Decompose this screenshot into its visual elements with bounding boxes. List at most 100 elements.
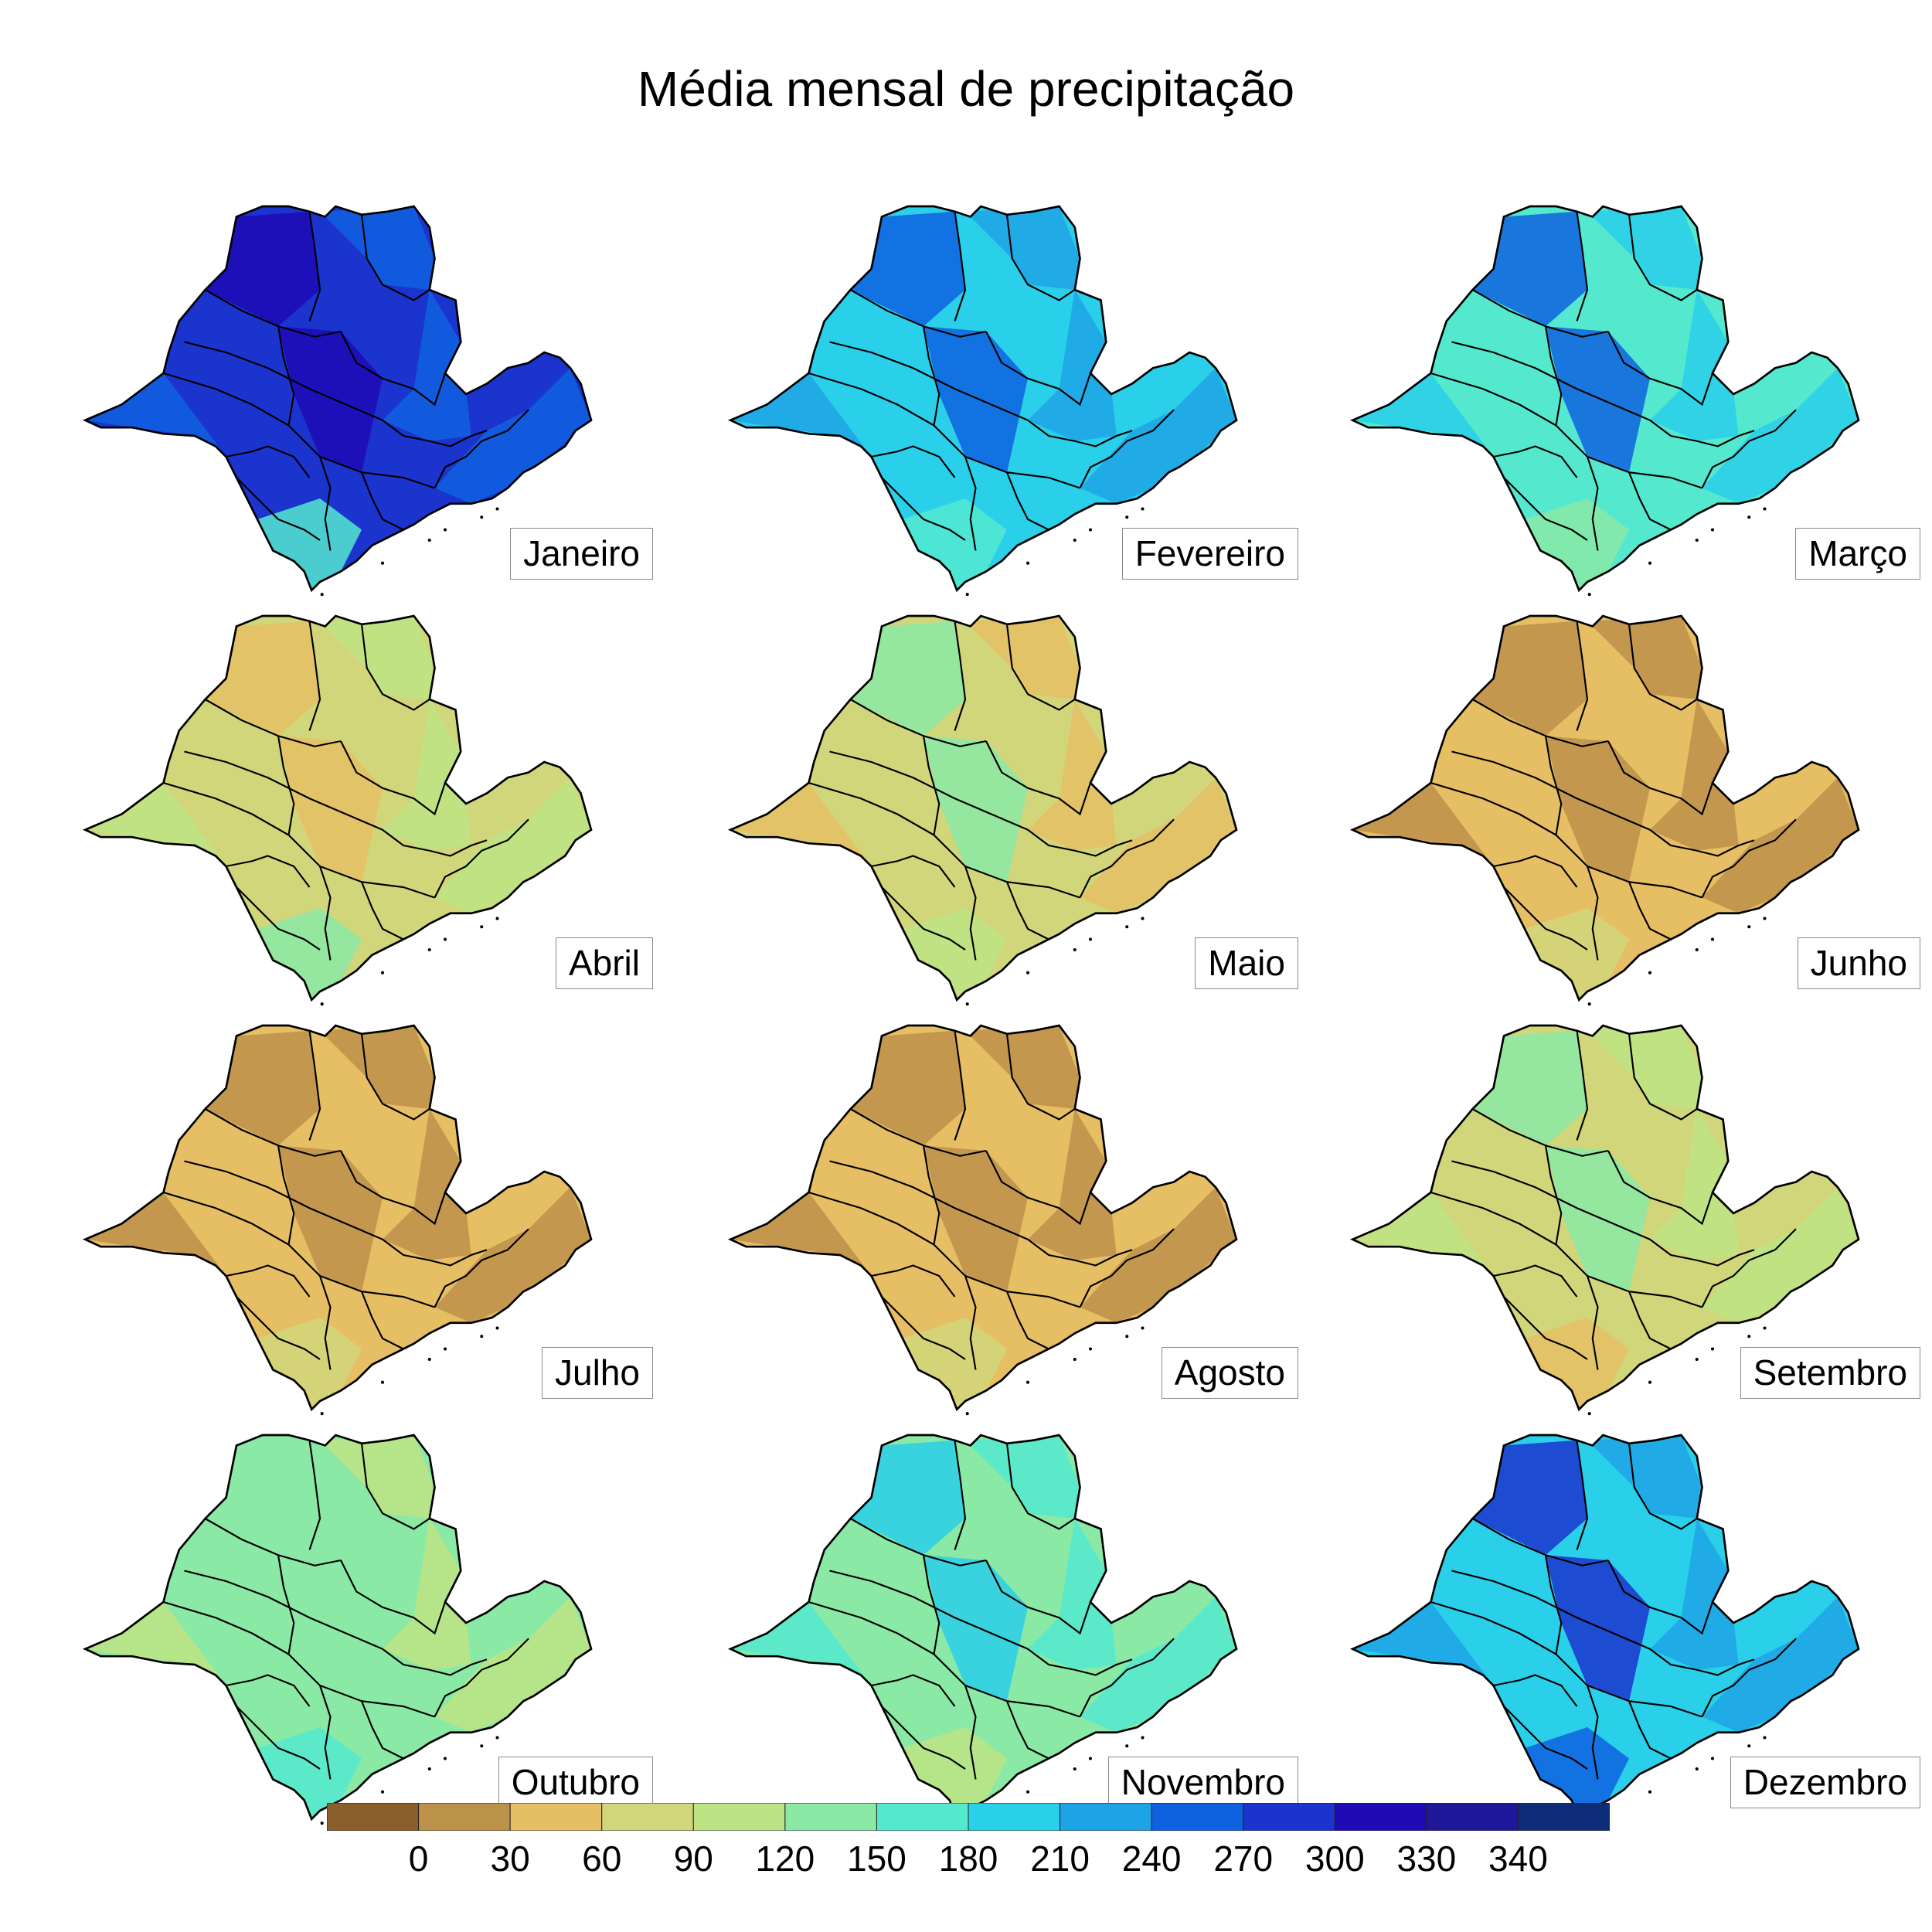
- precip-zone: [179, 1030, 320, 1146]
- precip-zone: [1650, 1519, 1739, 1670]
- region-boundary: [340, 331, 447, 406]
- precip-zone: [434, 1187, 591, 1323]
- region-boundary: [226, 1264, 311, 1298]
- region-boundary: [382, 419, 488, 447]
- colorbar-tick-label: 340: [1488, 1838, 1548, 1879]
- region-boundary: [360, 1443, 430, 1530]
- colorbar-tick-label: 150: [847, 1838, 906, 1879]
- colorbar-swatch: [327, 1803, 420, 1831]
- precip-zone: [1080, 1187, 1236, 1323]
- precip-zone: [1702, 1597, 1859, 1733]
- region-boundary: [236, 477, 321, 541]
- region-boundary: [340, 740, 447, 816]
- region-boundary: [340, 1560, 447, 1635]
- month-label: Fevereiro: [1121, 528, 1298, 580]
- island-mark: [1695, 538, 1699, 543]
- precip-zone: [1080, 368, 1236, 504]
- region-boundary: [1701, 409, 1797, 488]
- month-label: Outubro: [498, 1757, 653, 1808]
- region-boundary: [1649, 1238, 1755, 1267]
- precip-zone: [1446, 621, 1587, 736]
- region-boundary: [964, 1685, 977, 1780]
- state-map-group: [727, 205, 1238, 597]
- island-mark: [1747, 1335, 1751, 1338]
- state-map: [727, 205, 1238, 597]
- region-boundary: [1628, 624, 1698, 711]
- region-boundary: [382, 828, 488, 857]
- region-boundary: [881, 1296, 966, 1360]
- island-mark: [495, 1326, 499, 1330]
- region-boundary: [1079, 1228, 1175, 1308]
- region-boundary: [985, 1560, 1092, 1635]
- precip-zone: [383, 1109, 471, 1260]
- state-boundary: [82, 1024, 593, 1412]
- precip-zone: [320, 206, 435, 291]
- colorbar-swatch: [692, 1803, 786, 1831]
- region-boundary: [1701, 818, 1797, 898]
- region-boundary: [1544, 736, 1563, 835]
- region-boundary: [277, 326, 295, 426]
- island-mark: [1587, 1002, 1591, 1006]
- colorbar-tick-label: 270: [1213, 1838, 1274, 1879]
- region-boundary: [308, 1440, 321, 1550]
- precip-zone: [1080, 1597, 1236, 1733]
- region-boundary: [985, 740, 1092, 816]
- month-label: Agosto: [1161, 1347, 1298, 1399]
- map-panel-setembro: Setembro: [1314, 1005, 1924, 1416]
- page-title: Média mensal de precipitação: [637, 61, 1295, 117]
- precip-zone: [434, 1597, 591, 1733]
- island-mark: [1695, 1767, 1699, 1771]
- region-boundary: [1607, 1560, 1714, 1635]
- region-boundary: [1628, 1700, 1672, 1760]
- island-mark: [965, 1002, 969, 1006]
- island-mark: [480, 925, 484, 929]
- island-mark: [1648, 561, 1652, 565]
- state-map: [727, 1024, 1238, 1416]
- precip-zone: [1446, 211, 1587, 327]
- state-map: [82, 1024, 593, 1416]
- precip-zone: [965, 1435, 1080, 1519]
- precip-zone: [730, 373, 872, 457]
- colorbar-swatch: [1517, 1803, 1610, 1831]
- region-boundary: [985, 1150, 1092, 1226]
- region-boundary: [964, 866, 977, 961]
- precip-zone: [1352, 1192, 1494, 1277]
- region-boundary: [318, 456, 332, 551]
- region-boundary: [922, 326, 940, 426]
- precip-zone: [1587, 616, 1702, 700]
- island-mark: [1141, 917, 1145, 920]
- precip-zone: [320, 1435, 435, 1519]
- colorbar: [327, 1803, 1610, 1831]
- precip-zone: [85, 1602, 226, 1686]
- region-boundary: [964, 1275, 977, 1370]
- state-boundary: [727, 614, 1238, 1002]
- precip-zone: [824, 1440, 965, 1556]
- island-mark: [1026, 971, 1030, 975]
- island-mark: [1026, 561, 1030, 565]
- precip-zone: [1352, 783, 1494, 867]
- colorbar-tick-label: 180: [938, 1838, 998, 1879]
- map-panel-janeiro: Janeiro: [46, 185, 657, 597]
- region-boundary: [1503, 1296, 1588, 1360]
- island-mark: [480, 515, 484, 519]
- island-mark: [320, 593, 324, 597]
- precip-zone: [1650, 699, 1739, 851]
- precip-zone: [179, 621, 320, 736]
- region-boundary: [1544, 326, 1563, 426]
- island-mark: [1125, 925, 1129, 929]
- state-boundary: [1349, 1434, 1860, 1821]
- precip-zone: [1702, 777, 1859, 913]
- month-label: Setembro: [1740, 1347, 1920, 1399]
- island-mark: [320, 1412, 324, 1416]
- region-boundary: [881, 886, 966, 951]
- region-boundary: [1005, 881, 1049, 940]
- colorbar-tick-label: 30: [490, 1838, 530, 1879]
- region-boundary: [1079, 1638, 1175, 1717]
- colorbar-tick-label: 240: [1121, 1838, 1182, 1879]
- state-map: [1349, 205, 1860, 597]
- map-panel-fevereiro: Fevereiro: [692, 185, 1302, 597]
- precip-zone: [1446, 1440, 1587, 1556]
- region-boundary: [1493, 855, 1578, 888]
- region-boundary: [954, 211, 967, 321]
- island-mark: [965, 1412, 969, 1416]
